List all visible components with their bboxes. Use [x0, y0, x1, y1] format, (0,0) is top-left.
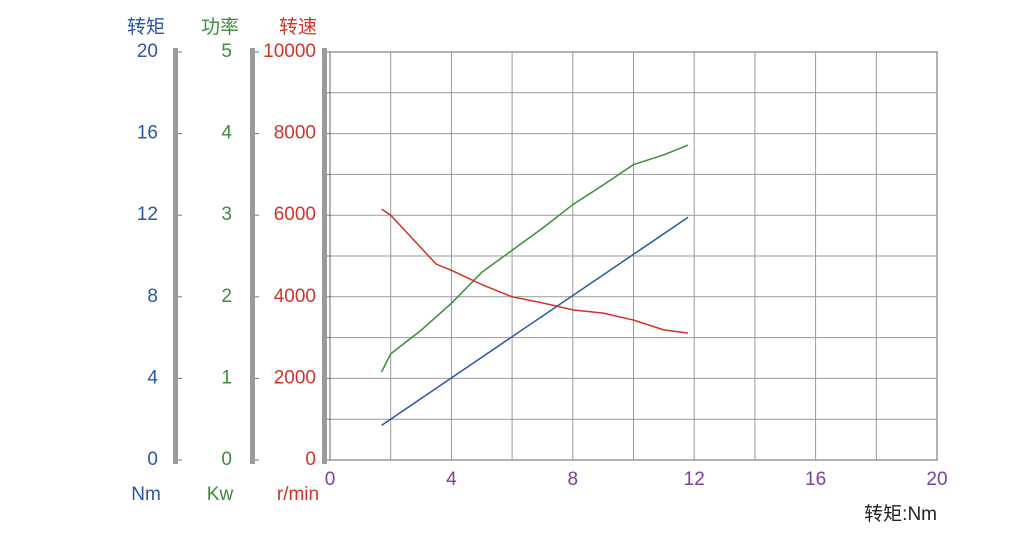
data-line	[380, 144, 689, 373]
axis-title: 功率	[201, 16, 239, 38]
axis-bar	[322, 48, 327, 464]
x-tick-label: 8	[568, 469, 579, 490]
y-tick-label: 4	[147, 367, 158, 388]
data-line	[381, 216, 689, 426]
axis-bar	[173, 48, 178, 464]
y-tick-label: 2	[221, 286, 232, 307]
x-tick-label: 4	[446, 469, 457, 490]
axis-unit: Nm	[131, 484, 161, 505]
axis-unit: Kw	[207, 484, 234, 505]
y-tick-label: 1	[221, 367, 232, 388]
y-tick-label: 4000	[274, 286, 316, 307]
y-tick-label: 16	[137, 123, 158, 144]
axis-bar	[250, 48, 255, 464]
data-line	[381, 208, 689, 334]
y-tick-label: 10000	[263, 41, 316, 62]
y-tick-label: 20	[137, 41, 158, 62]
x-tick-label: 12	[684, 469, 705, 490]
y-tick-label: 8000	[274, 123, 316, 144]
axis-title: 转速	[279, 16, 317, 38]
y-tick-label: 4	[221, 123, 232, 144]
y-tick-label: 3	[221, 204, 232, 225]
y-tick-label: 0	[221, 449, 232, 470]
y-tick-label: 0	[147, 449, 158, 470]
x-tick-label: 20	[926, 469, 947, 490]
y-tick-label: 2000	[274, 367, 316, 388]
y-tick-label: 0	[305, 449, 316, 470]
y-tick-label: 6000	[274, 204, 316, 225]
x-axis-label: 转矩:Nm	[864, 503, 937, 525]
axis-title: 转矩	[127, 16, 165, 38]
y-tick-label: 5	[221, 41, 232, 62]
x-tick-label: 16	[805, 469, 826, 490]
x-tick-label: 0	[325, 469, 336, 490]
y-tick-label: 12	[137, 204, 158, 225]
y-tick-label: 8	[147, 286, 158, 307]
axis-unit: r/min	[277, 484, 319, 505]
